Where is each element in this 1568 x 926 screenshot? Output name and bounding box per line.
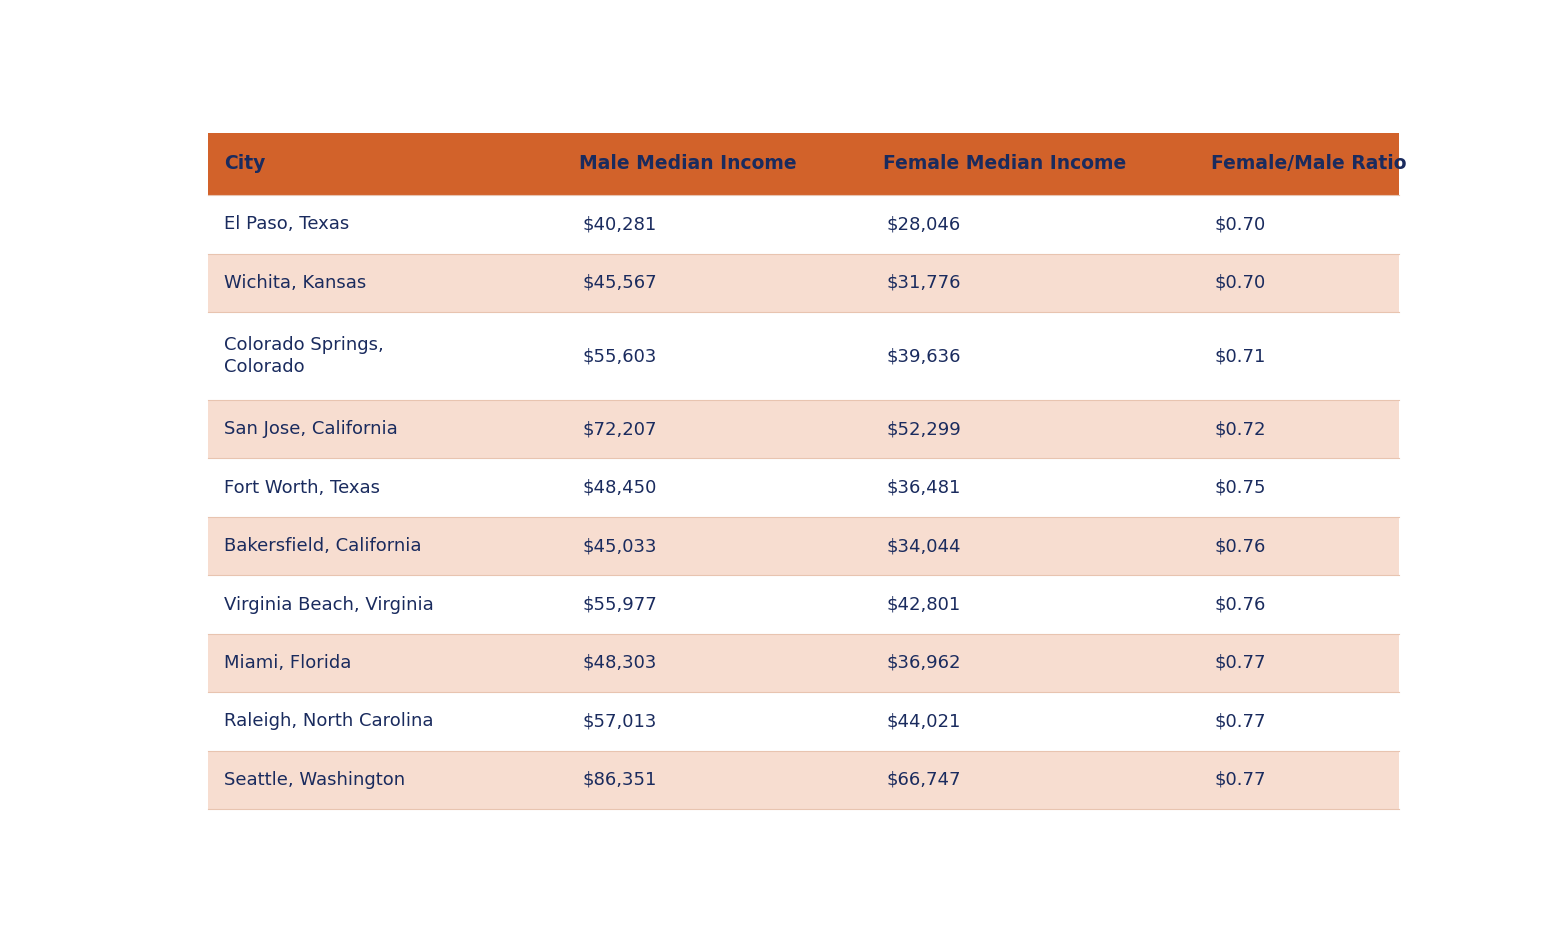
Text: Virginia Beach, Virginia: Virginia Beach, Virginia — [224, 595, 434, 614]
Text: El Paso, Texas: El Paso, Texas — [224, 216, 350, 233]
FancyBboxPatch shape — [209, 195, 1399, 254]
FancyBboxPatch shape — [209, 132, 1399, 195]
Text: $55,603: $55,603 — [582, 347, 657, 365]
Text: $57,013: $57,013 — [582, 712, 657, 731]
FancyBboxPatch shape — [209, 693, 1399, 751]
Text: $34,044: $34,044 — [886, 537, 961, 555]
Text: $72,207: $72,207 — [582, 420, 657, 438]
Text: Wichita, Kansas: Wichita, Kansas — [224, 274, 367, 292]
Text: Male Median Income: Male Median Income — [579, 155, 797, 173]
FancyBboxPatch shape — [209, 751, 1399, 809]
Text: $42,801: $42,801 — [886, 595, 961, 614]
FancyBboxPatch shape — [209, 575, 1399, 633]
Text: $0.77: $0.77 — [1214, 654, 1265, 672]
Text: $48,450: $48,450 — [582, 479, 657, 496]
Text: $45,033: $45,033 — [582, 537, 657, 555]
Text: San Jose, California: San Jose, California — [224, 420, 398, 438]
Text: $44,021: $44,021 — [886, 712, 961, 731]
Text: $86,351: $86,351 — [582, 771, 657, 789]
Text: $0.70: $0.70 — [1214, 216, 1265, 233]
Text: City: City — [224, 155, 265, 173]
Text: $45,567: $45,567 — [582, 274, 657, 292]
Text: $31,776: $31,776 — [886, 274, 961, 292]
Text: $36,962: $36,962 — [886, 654, 961, 672]
Text: $66,747: $66,747 — [886, 771, 961, 789]
Text: Miami, Florida: Miami, Florida — [224, 654, 351, 672]
Text: $0.71: $0.71 — [1214, 347, 1265, 365]
Text: $39,636: $39,636 — [886, 347, 961, 365]
Text: Bakersfield, California: Bakersfield, California — [224, 537, 422, 555]
Text: Colorado Springs,
Colorado: Colorado Springs, Colorado — [224, 335, 384, 377]
Text: Female Median Income: Female Median Income — [883, 155, 1126, 173]
Text: $52,299: $52,299 — [886, 420, 961, 438]
Text: Female/Male Ratio: Female/Male Ratio — [1210, 155, 1406, 173]
Text: Seattle, Washington: Seattle, Washington — [224, 771, 405, 789]
FancyBboxPatch shape — [209, 458, 1399, 517]
FancyBboxPatch shape — [209, 312, 1399, 400]
Text: $55,977: $55,977 — [582, 595, 657, 614]
Text: $0.75: $0.75 — [1214, 479, 1265, 496]
FancyBboxPatch shape — [209, 254, 1399, 312]
Text: Raleigh, North Carolina: Raleigh, North Carolina — [224, 712, 433, 731]
Text: $40,281: $40,281 — [582, 216, 657, 233]
Text: $28,046: $28,046 — [886, 216, 961, 233]
Text: $0.76: $0.76 — [1214, 537, 1265, 555]
FancyBboxPatch shape — [209, 517, 1399, 575]
Text: $36,481: $36,481 — [886, 479, 961, 496]
Text: $0.72: $0.72 — [1214, 420, 1265, 438]
Text: $0.77: $0.77 — [1214, 712, 1265, 731]
FancyBboxPatch shape — [209, 400, 1399, 458]
FancyBboxPatch shape — [209, 633, 1399, 693]
Text: $0.77: $0.77 — [1214, 771, 1265, 789]
Text: $0.70: $0.70 — [1214, 274, 1265, 292]
Text: Fort Worth, Texas: Fort Worth, Texas — [224, 479, 379, 496]
Text: $0.76: $0.76 — [1214, 595, 1265, 614]
Text: $48,303: $48,303 — [582, 654, 657, 672]
